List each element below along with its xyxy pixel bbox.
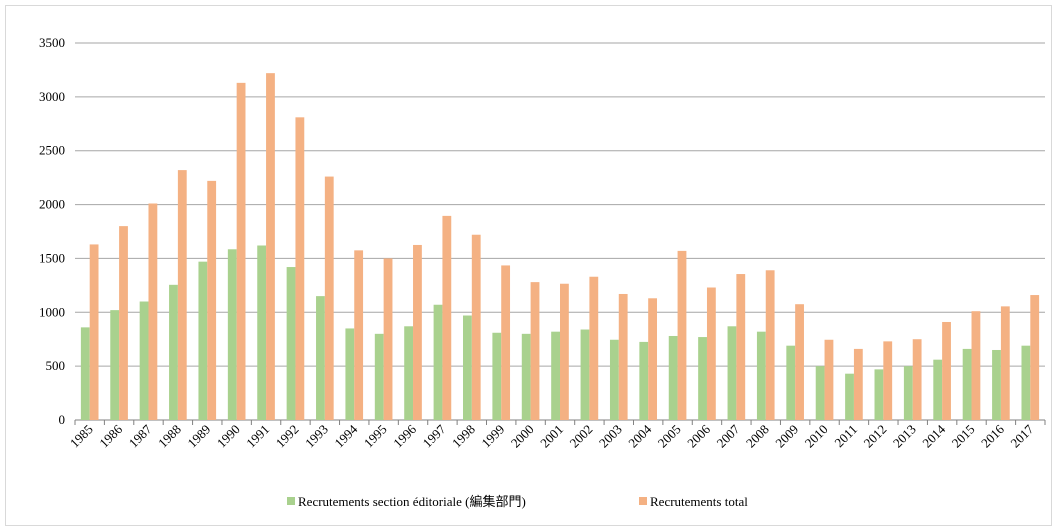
legend-label: Recrutements section éditoriale (編集部門)	[298, 494, 526, 509]
bar	[227, 249, 237, 420]
legend-swatch	[639, 497, 647, 505]
bar	[80, 327, 90, 420]
bar	[286, 267, 296, 420]
bar	[236, 82, 246, 421]
bar	[177, 170, 187, 420]
bar	[580, 329, 590, 420]
bar	[1030, 295, 1040, 420]
bar	[1021, 345, 1031, 420]
y-tick-label: 2000	[39, 197, 65, 212]
bar	[668, 335, 678, 420]
bar	[471, 234, 481, 420]
bar	[903, 366, 913, 420]
bar	[521, 333, 531, 420]
y-tick-label: 500	[46, 358, 66, 373]
bar	[148, 203, 158, 420]
bar	[442, 215, 452, 420]
bar	[383, 258, 393, 420]
bar	[992, 349, 1001, 420]
bar	[883, 341, 893, 420]
bar	[501, 265, 511, 420]
y-tick-label: 1000	[39, 304, 65, 319]
bar	[530, 282, 540, 420]
bar	[609, 339, 619, 420]
bar	[795, 304, 804, 420]
bar	[257, 245, 267, 420]
bar	[354, 250, 364, 420]
bar	[933, 359, 943, 420]
bar	[786, 345, 796, 420]
bar	[698, 337, 707, 420]
bar	[853, 348, 863, 420]
bar	[560, 283, 569, 420]
bar	[110, 310, 120, 420]
bar	[706, 287, 716, 420]
y-tick-label: 2500	[39, 143, 65, 158]
bar	[139, 301, 149, 420]
bar	[677, 250, 687, 420]
bar	[295, 117, 305, 420]
bar	[971, 311, 981, 420]
bar	[324, 176, 334, 420]
bar	[736, 274, 746, 420]
bar	[207, 180, 217, 420]
bar	[639, 341, 649, 420]
bar	[551, 331, 560, 420]
bar	[492, 332, 502, 420]
bar	[962, 348, 972, 420]
bar	[374, 333, 384, 420]
bar	[815, 366, 825, 420]
bar	[765, 270, 775, 420]
bar	[942, 321, 951, 420]
bar	[1000, 306, 1010, 420]
bar	[845, 373, 854, 420]
bar	[756, 331, 766, 420]
bar	[198, 261, 208, 420]
legend-swatch	[287, 497, 295, 505]
bar	[618, 293, 628, 420]
bar	[345, 328, 355, 420]
bar	[463, 315, 472, 420]
bar	[316, 296, 325, 420]
bar	[413, 244, 422, 420]
bar	[912, 339, 922, 420]
bar	[874, 369, 884, 420]
bar	[589, 276, 599, 420]
bar	[727, 326, 737, 420]
bar	[648, 298, 657, 420]
y-tick-label: 0	[59, 412, 66, 427]
bar	[169, 284, 178, 420]
bar	[119, 226, 128, 420]
bar	[89, 244, 99, 420]
bar	[433, 304, 443, 420]
bar	[266, 73, 275, 420]
y-tick-label: 1500	[39, 250, 65, 265]
y-tick-label: 3000	[39, 89, 65, 104]
legend-label: Recrutements total	[650, 494, 748, 509]
bar	[404, 326, 414, 420]
bar	[824, 339, 834, 420]
y-tick-label: 3500	[39, 35, 65, 50]
